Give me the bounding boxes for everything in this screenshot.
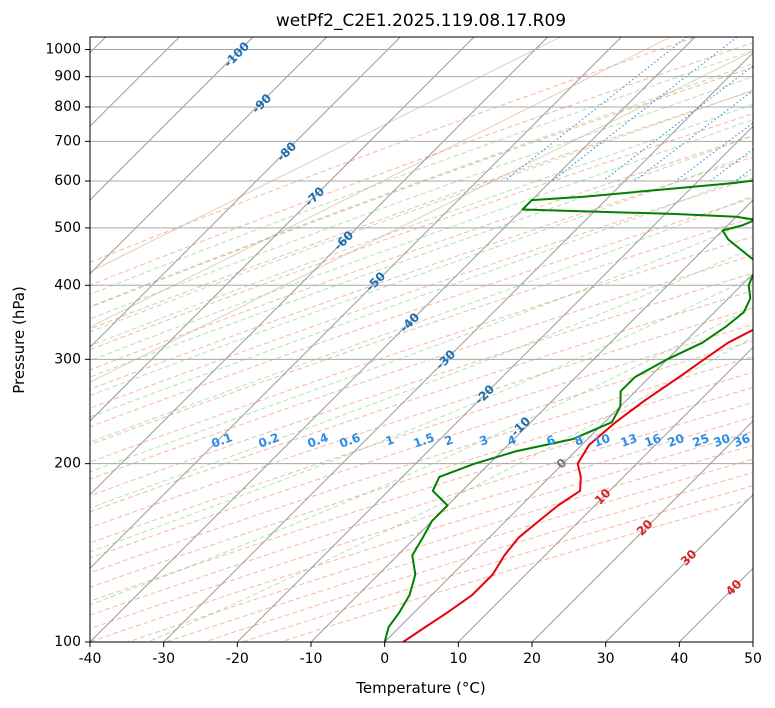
isotherm-line	[752, 641, 753, 642]
x-tick-label: 40	[670, 651, 688, 667]
moist-adiabat-line	[90, 135, 753, 378]
isotherm-label: -100	[221, 39, 252, 70]
moist-adiabat-line	[90, 219, 753, 473]
y-tick-label: 700	[54, 133, 81, 149]
x-tick-label: 10	[449, 651, 467, 667]
mixing-ratio-label: 1	[384, 433, 397, 449]
x-tick-label: 50	[744, 651, 762, 667]
isotherm-label: 10	[592, 486, 614, 508]
y-tick-label: 600	[54, 173, 81, 189]
isotherm-label: 30	[678, 547, 700, 569]
mixing-ratio-line	[675, 122, 753, 182]
dry-adiabat-line	[126, 444, 753, 642]
mixing-ratio-label: 20	[666, 431, 686, 450]
mixing-ratio-label: 0.2	[256, 430, 281, 450]
dry-adiabat-line	[90, 113, 753, 351]
x-tick-label: 20	[523, 651, 541, 667]
isotherm-label: 0	[554, 456, 570, 472]
mixing-ratio-label: 25	[691, 431, 711, 450]
dewpoint-line	[383, 179, 753, 642]
y-tick-label: 200	[54, 456, 81, 472]
isotherm-line	[90, 37, 254, 201]
isotherm-line	[90, 37, 549, 496]
isotherm-line	[457, 346, 753, 642]
x-tick-label: -40	[79, 651, 102, 667]
dry-adiabat-line	[90, 340, 753, 559]
plot-frame	[89, 36, 754, 643]
moist-adiabat-line	[90, 173, 753, 418]
x-tick-label: -10	[300, 651, 323, 667]
isotherm-line	[163, 51, 753, 642]
dry-adiabat-line	[90, 42, 753, 286]
x-tick-label: 30	[597, 651, 615, 667]
x-tick-label: -20	[226, 651, 249, 667]
moist-adiabat-line	[90, 247, 753, 509]
y-tick-label: 1000	[45, 42, 81, 58]
dry-adiabat-line	[90, 177, 753, 409]
y-tick-label: 100	[54, 634, 81, 650]
mixing-ratio-label: 13	[619, 431, 639, 450]
moist-adiabat-line	[90, 276, 753, 553]
mixing-ratio-label: 30	[712, 431, 732, 450]
mixing-ratio-label: 1.5	[411, 430, 436, 450]
moist-adiabat-line	[90, 153, 753, 397]
isotherm-line	[90, 37, 475, 422]
y-tick-label: 800	[54, 99, 81, 115]
isotherm-line	[310, 199, 753, 642]
reference-arc-line	[90, 37, 672, 328]
moist-adiabat-line	[90, 306, 753, 606]
mixing-ratio-line	[551, 37, 738, 182]
moist-adiabat-line	[90, 89, 753, 333]
mixing-ratio-label: 0.4	[305, 430, 330, 450]
profile-lines	[383, 179, 753, 642]
x-tick-label: -30	[152, 651, 175, 667]
reference-arc-line	[90, 50, 753, 383]
temperature-line	[402, 328, 753, 642]
mixing-ratio-label: 16	[643, 431, 663, 450]
reference-arc-line	[90, 37, 562, 273]
y-axis: 100 200 300 400 500 600 700 800 900 1000	[45, 42, 90, 650]
x-axis: -40 -30 -20 -10 0 10 20 30 40 50	[79, 642, 762, 667]
isotherm-label: -50	[363, 269, 388, 294]
dry-adiabat-line	[90, 37, 698, 263]
isotherm-line	[531, 420, 753, 642]
mixing-ratio-line	[634, 90, 753, 182]
x-tick-label: 0	[380, 651, 389, 667]
mixing-ratio-label: 6	[545, 433, 558, 449]
mixing-ratio-label: 0.6	[337, 430, 362, 450]
dry-adiabat-line	[90, 66, 753, 309]
isotherm-label: -80	[274, 139, 299, 164]
background-lines	[90, 37, 753, 642]
isotherm-line	[236, 125, 753, 642]
isotherm-label: -90	[249, 91, 274, 116]
mixing-ratio-line	[504, 37, 688, 182]
y-tick-label: 500	[54, 220, 81, 236]
isotherm-line	[90, 37, 328, 275]
y-tick-label: 300	[54, 351, 81, 367]
isotherm-line	[90, 37, 622, 570]
dry-adiabat-line	[90, 386, 753, 602]
mixing-ratio-label: 0.1	[209, 430, 234, 450]
y-tick-label: 400	[54, 277, 81, 293]
mixing-ratio-label: 10	[592, 431, 612, 450]
isotherm-line	[90, 37, 696, 642]
chart-title: wetPf2_C2E1.2025.119.08.17.R09	[276, 11, 566, 31]
y-tick-label: 900	[54, 69, 81, 85]
isotherm-line	[90, 37, 401, 349]
mixing-ratio-label: 3	[478, 433, 491, 449]
isotherm-line	[605, 493, 753, 642]
isotherm-line	[384, 272, 753, 642]
y-axis-title: Pressure (hPa)	[10, 286, 28, 394]
dry-adiabat-line	[90, 156, 753, 390]
x-axis-title: Temperature (°C)	[355, 679, 485, 697]
dry-adiabat-line	[90, 416, 753, 630]
dry-adiabat-line	[90, 371, 753, 588]
mixing-ratio-label: 36	[732, 431, 752, 450]
moist-adiabat-line	[90, 63, 753, 308]
